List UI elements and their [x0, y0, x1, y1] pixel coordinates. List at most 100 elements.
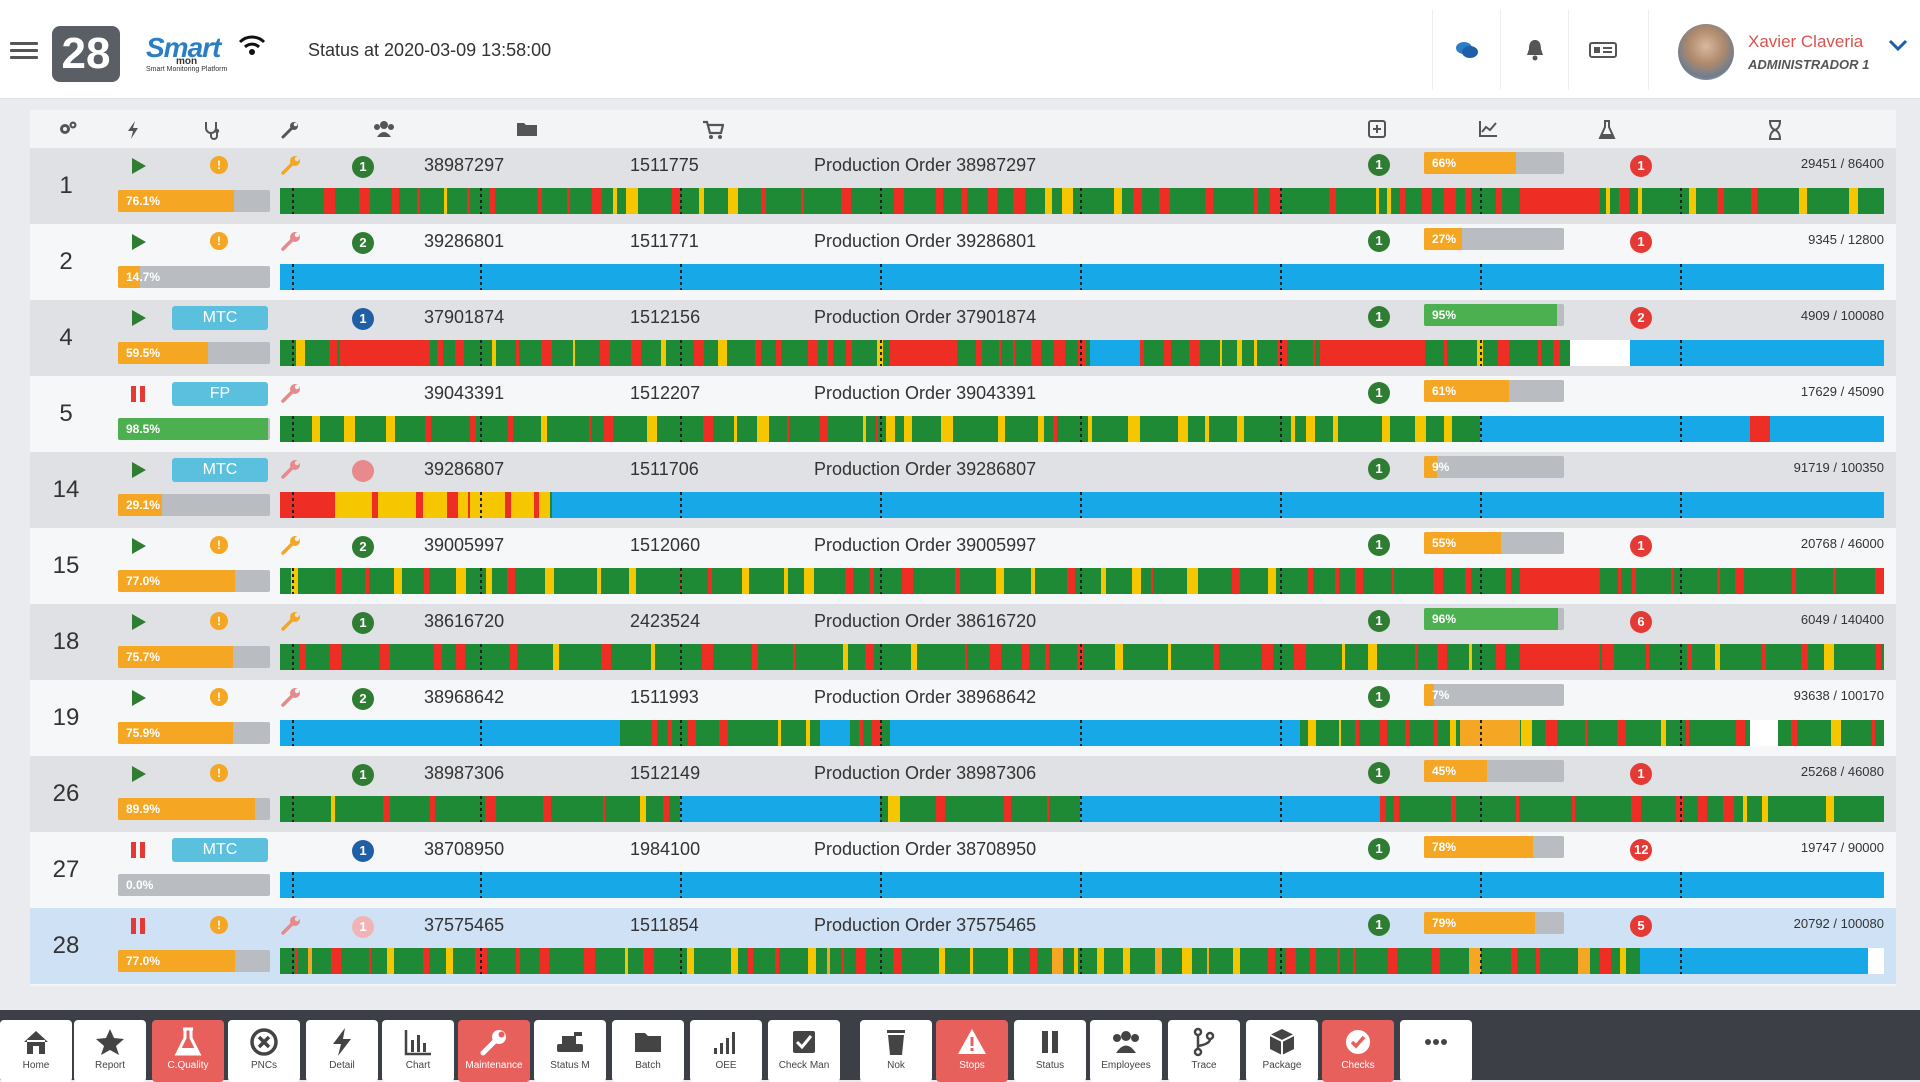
- production-timeline[interactable]: [280, 720, 1884, 746]
- order-description[interactable]: Production Order 39286807: [814, 459, 1037, 479]
- table-row[interactable]: 27 MTC 1 38708950 1984100 Production Order 38…: [30, 832, 1896, 908]
- order-description[interactable]: Production Order 38616720: [814, 611, 1037, 631]
- quality-alert-badge[interactable]: 1: [1630, 763, 1652, 785]
- table-row[interactable]: 26! 1 38987306 1512149 Production Order 3898…: [30, 756, 1896, 832]
- table-row[interactable]: 15! 2 39005997 1512060 Production Order 3900…: [30, 528, 1896, 604]
- order-description[interactable]: Production Order 37901874: [814, 307, 1037, 327]
- timeline-segment: [1605, 188, 1611, 214]
- quality-alert-badge[interactable]: 1: [1630, 231, 1652, 253]
- order-description[interactable]: Production Order 38987297: [814, 155, 1037, 175]
- table-row[interactable]: 2! 2 39286801 1511771 Production Order 39286…: [30, 224, 1896, 300]
- order-description[interactable]: Production Order 38968642: [814, 687, 1037, 707]
- oee-button[interactable]: OEE: [690, 1020, 762, 1082]
- production-timeline[interactable]: [280, 568, 1884, 594]
- production-timeline[interactable]: [280, 948, 1884, 974]
- progress-label: 98.5%: [126, 422, 161, 436]
- table-row[interactable]: 19! 2 38968642 1511993 Production Order 3896…: [30, 680, 1896, 756]
- production-timeline[interactable]: [280, 492, 1884, 518]
- play-icon[interactable]: [128, 764, 148, 784]
- play-icon[interactable]: [128, 612, 148, 632]
- table-row[interactable]: 14 MTC 39286807 1511706 Production Order 392…: [30, 452, 1896, 528]
- production-timeline[interactable]: [280, 340, 1884, 366]
- batch-button[interactable]: Batch: [612, 1020, 684, 1082]
- maintenance-button[interactable]: Maintenance: [458, 1020, 530, 1082]
- quality-alert-badge[interactable]: 12: [1630, 839, 1653, 861]
- wrench-icon[interactable]: [280, 382, 302, 404]
- top-bar: 28 Smart mon Smart Monitoring Platform S…: [0, 0, 1920, 99]
- production-timeline[interactable]: [280, 264, 1884, 290]
- quality-alert-badge[interactable]: 1: [1630, 155, 1652, 177]
- production-timeline[interactable]: [280, 416, 1884, 442]
- check-man-button[interactable]: Check Man: [768, 1020, 840, 1082]
- pause-icon[interactable]: [128, 916, 148, 936]
- table-row[interactable]: 28! 1 37575465 1511854 Production Order 3757…: [30, 908, 1896, 984]
- wrench-icon[interactable]: [280, 230, 302, 252]
- pause-icon[interactable]: [128, 384, 148, 404]
- play-icon[interactable]: [128, 156, 148, 176]
- quality-alert-badge[interactable]: 2: [1630, 307, 1652, 329]
- stops-button[interactable]: Stops: [936, 1020, 1008, 1082]
- quality-alert-badge[interactable]: 6: [1630, 611, 1652, 633]
- production-timeline[interactable]: [280, 796, 1884, 822]
- order-description[interactable]: Production Order 37575465: [814, 915, 1037, 935]
- production-timeline[interactable]: [280, 188, 1884, 214]
- trace-button[interactable]: Trace: [1168, 1020, 1240, 1082]
- checks-button[interactable]: Checks: [1322, 1020, 1394, 1082]
- quality-alert-badge[interactable]: 5: [1630, 915, 1652, 937]
- play-icon[interactable]: [128, 308, 148, 328]
- play-icon[interactable]: [128, 688, 148, 708]
- more-button[interactable]: [1400, 1020, 1472, 1082]
- wrench-icon[interactable]: [280, 154, 302, 176]
- smartmon-logo: Smart mon Smart Monitoring Platform: [146, 32, 271, 76]
- detail-button[interactable]: Detail: [306, 1020, 378, 1082]
- production-timeline[interactable]: [280, 872, 1884, 898]
- home-button[interactable]: Home: [0, 1020, 72, 1082]
- wrench-icon[interactable]: [280, 914, 302, 936]
- progress-fill: [118, 950, 236, 972]
- order-description[interactable]: Production Order 38987306: [814, 763, 1037, 783]
- wrench-icon[interactable]: [280, 458, 302, 480]
- c-quality-button[interactable]: C.Quality: [152, 1020, 224, 1082]
- wrench-icon[interactable]: [280, 610, 302, 632]
- order-description[interactable]: Production Order 38708950: [814, 839, 1037, 859]
- play-icon[interactable]: [128, 536, 148, 556]
- user-name[interactable]: Xavier Claveria: [1748, 32, 1864, 51]
- wrench-icon[interactable]: [280, 686, 302, 708]
- table-row[interactable]: 5 FP 39043391 1512207 Production Order 39043…: [30, 376, 1896, 452]
- pause-icon[interactable]: [128, 840, 148, 860]
- avatar[interactable]: [1678, 24, 1734, 80]
- play-icon[interactable]: [128, 232, 148, 252]
- status-button[interactable]: Status: [1014, 1020, 1086, 1082]
- hamburger-menu-icon[interactable]: [10, 38, 38, 62]
- play-icon[interactable]: [128, 460, 148, 480]
- status-pill[interactable]: MTC: [172, 306, 268, 330]
- chevron-down-icon[interactable]: [1888, 38, 1908, 52]
- order-description[interactable]: Production Order 39005997: [814, 535, 1037, 555]
- status-pill[interactable]: FP: [172, 382, 268, 406]
- status-m-button[interactable]: Status M: [534, 1020, 606, 1082]
- wrench-icon[interactable]: [280, 534, 302, 556]
- timeline-segment: [1735, 568, 1745, 594]
- id-card-button[interactable]: [1568, 10, 1637, 90]
- status-pill[interactable]: MTC: [172, 838, 268, 862]
- table-row[interactable]: 4 MTC 1 37901874 1512156 Production Order 379…: [30, 300, 1896, 376]
- timeline-segment: [541, 340, 553, 366]
- timeline-tick: [1680, 568, 1682, 594]
- package-button[interactable]: Package: [1246, 1020, 1318, 1082]
- table-row[interactable]: 1! 1 38987297 1511775 Production Order 38987…: [30, 148, 1896, 224]
- report-button[interactable]: Report: [74, 1020, 146, 1082]
- notifications-button[interactable]: [1500, 10, 1569, 90]
- timeline-segment: [1045, 644, 1050, 670]
- status-pill[interactable]: MTC: [172, 458, 268, 482]
- production-timeline[interactable]: [280, 644, 1884, 670]
- chart-button[interactable]: Chart: [382, 1020, 454, 1082]
- order-description[interactable]: Production Order 39286801: [814, 231, 1037, 251]
- order-description[interactable]: Production Order 39043391: [814, 383, 1037, 403]
- employees-button[interactable]: Employees: [1090, 1020, 1162, 1082]
- pncs-button[interactable]: PNCs: [228, 1020, 300, 1082]
- chat-button[interactable]: [1432, 10, 1501, 90]
- nok-button[interactable]: Nok: [860, 1020, 932, 1082]
- timeline-tick: [1080, 188, 1082, 214]
- quality-alert-badge[interactable]: 1: [1630, 535, 1652, 557]
- table-row[interactable]: 18! 1 38616720 2423524 Production Order 3861…: [30, 604, 1896, 680]
